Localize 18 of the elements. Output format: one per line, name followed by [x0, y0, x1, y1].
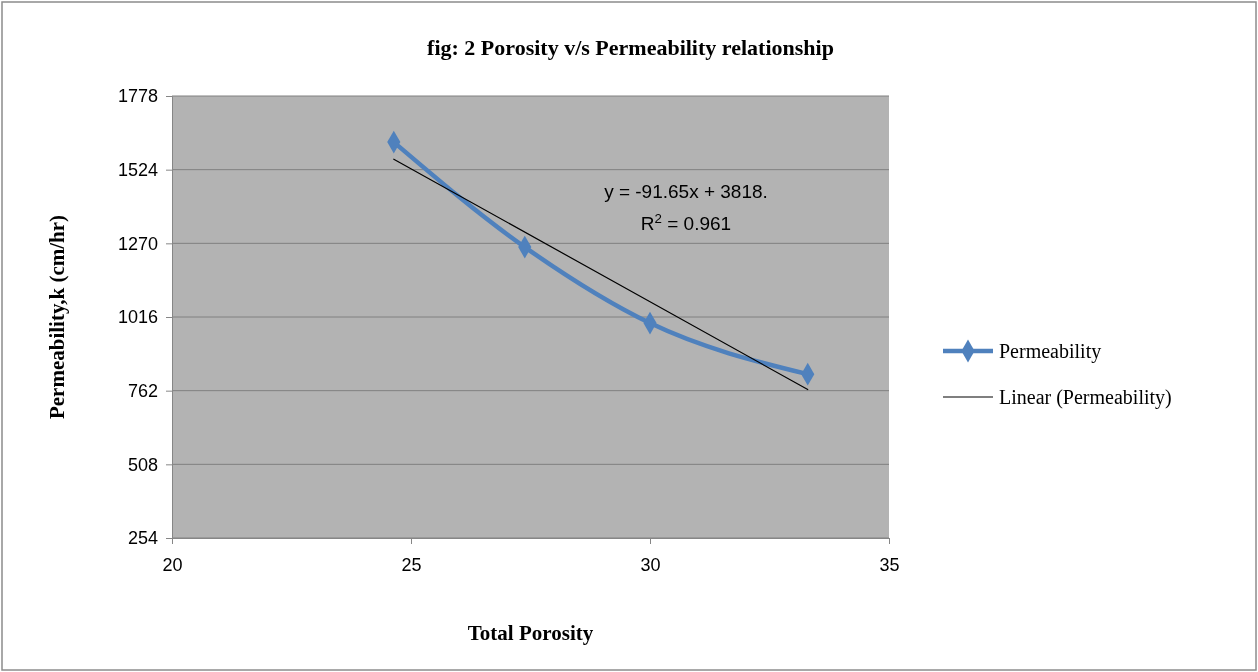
annotation: R$^{2}$ = 0.961: [640, 210, 732, 234]
annotation: y = -91.65x + 3818.: [604, 181, 768, 202]
y-tick-label: 508: [127, 454, 158, 475]
x-axis-title: Total Porosity: [467, 621, 594, 645]
legend-label: Linear (Permeability): [999, 386, 1172, 409]
x-tick-label: 25: [401, 554, 422, 575]
y-tick-label: 762: [127, 380, 158, 401]
x-tick-label: 35: [879, 554, 900, 575]
y-tick-label: 1016: [117, 307, 158, 328]
y-tick-label: 254: [127, 528, 158, 549]
x-tick-label: 30: [640, 554, 661, 575]
y-tick-label: 1270: [117, 233, 158, 254]
y-tick-label: 1524: [117, 159, 158, 180]
legend-label: Permeability: [999, 340, 1102, 363]
x-tick-label: 20: [162, 554, 183, 575]
y-axis-title: Permeability,k (cm/hr): [45, 214, 69, 420]
y-tick-label: 1778: [117, 86, 158, 107]
chart-title: fig: 2 Porosity v/s Permeability relationship: [427, 35, 834, 60]
